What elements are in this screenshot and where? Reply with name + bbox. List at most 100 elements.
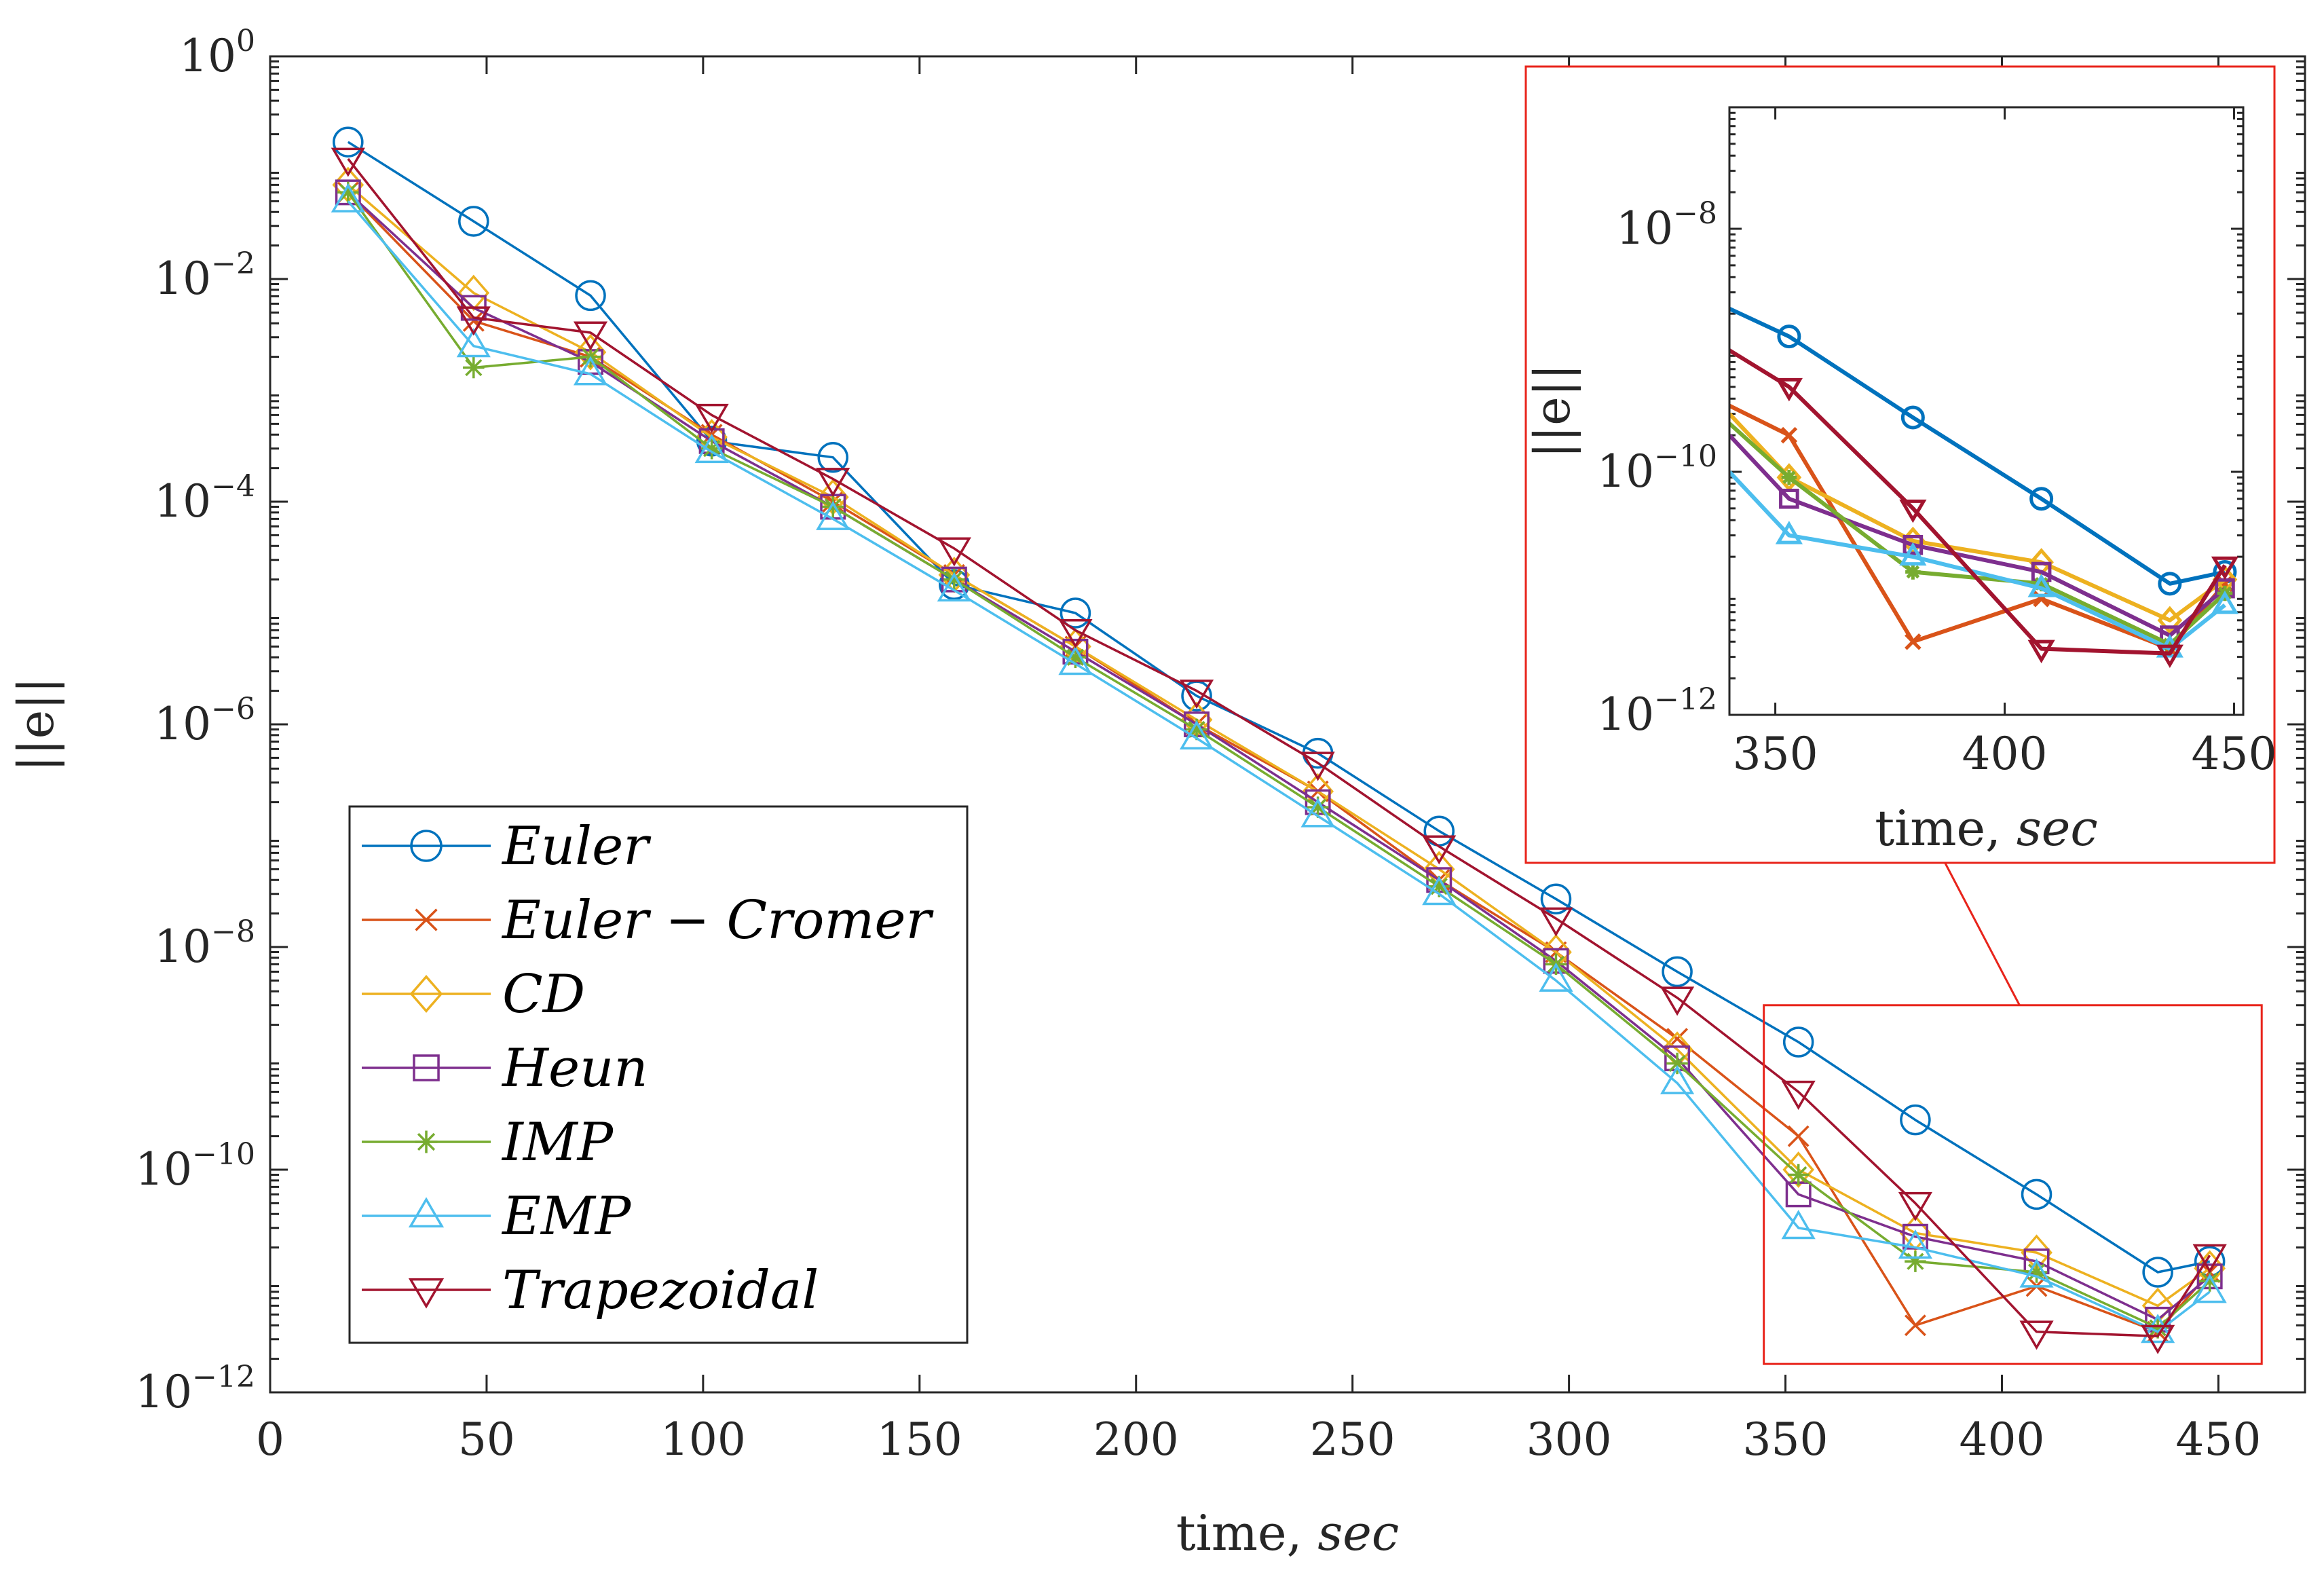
zoom-rectangle <box>1763 1004 2263 1365</box>
series-line-emp <box>347 200 2211 1333</box>
inset-data-point-euler <box>2029 487 2054 511</box>
data-point-euler <box>1662 956 1693 988</box>
main-x-tick-label: 350 <box>1743 1413 1829 1466</box>
data-point-imp <box>1666 1052 1688 1075</box>
inset-data-point-imp <box>2034 576 2049 592</box>
data-point-emp <box>816 500 850 530</box>
inset-ticks: 350 400 450 10−8 10−10 10−12 <box>1597 107 2276 780</box>
series-trapezoidal <box>331 147 2227 1354</box>
inset-series-trapezoidal <box>1729 348 2239 669</box>
main-x-tick-label: 50 <box>458 1413 515 1466</box>
inset-data-point-trapezoidal <box>2211 556 2239 580</box>
data-point-trapezoidal <box>1300 752 1335 781</box>
main-y-tick-label: 10−6 <box>154 692 255 750</box>
inset-x-tick-label: 350 <box>1733 728 1818 780</box>
main-y-tick-label: 10−12 <box>135 1360 255 1418</box>
data-point-emp <box>1781 1210 1816 1240</box>
main-x-tick-label: 300 <box>1526 1413 1612 1466</box>
inset-data-point-euler-cromer <box>1780 426 1798 444</box>
legend-entry-emp: EMP <box>362 1186 632 1247</box>
legend-entry-imp: IMP <box>362 1112 614 1173</box>
series-line-trapezoidal <box>347 157 2211 1337</box>
inset-data-point-heun <box>1903 534 1924 555</box>
inset-data-point-imp <box>1781 469 1797 485</box>
legend-marker <box>413 1054 440 1081</box>
main-y-tick-label: 100 <box>179 24 255 82</box>
main-x-tick-label: 250 <box>1310 1413 1395 1466</box>
data-point-imp <box>1428 876 1450 897</box>
inset-x-tick-label: 400 <box>1962 728 2048 780</box>
data-point-trapezoidal <box>456 306 491 336</box>
data-point-emp <box>331 183 365 212</box>
data-point-trapezoidal <box>1422 835 1457 865</box>
data-point-trapezoidal <box>1179 680 1214 709</box>
data-point-heun <box>335 179 361 206</box>
inset-series-group <box>1729 306 2239 669</box>
data-point-imp <box>337 181 359 204</box>
legend-box <box>348 805 969 1344</box>
inset-data-point-heun <box>1779 488 1799 509</box>
legend-label: Euler <box>501 816 652 877</box>
data-point-imp <box>1307 796 1329 818</box>
data-point-imp <box>1787 1164 1810 1186</box>
data-point-emp <box>1179 720 1214 749</box>
data-point-euler <box>817 441 848 473</box>
data-point-imp <box>463 356 485 379</box>
legend-marker <box>408 1197 445 1228</box>
data-point-euler <box>2142 1257 2173 1288</box>
inset-data-point-imp <box>1905 564 1921 580</box>
data-point-trapezoidal <box>331 147 365 177</box>
data-point-euler <box>1782 1026 1814 1058</box>
data-point-euler <box>2021 1179 2053 1210</box>
inset-data-point-emp <box>2211 590 2239 614</box>
legend-entry-euler: Euler <box>362 816 652 877</box>
main-y-tick-label: 10−10 <box>135 1137 255 1195</box>
inset-y-tick-label: 10−12 <box>1597 682 1717 741</box>
inset-data-point-emp <box>1899 542 1927 566</box>
data-point-euler <box>1540 883 1572 915</box>
data-point-emp <box>1898 1229 1933 1259</box>
series-emp <box>331 183 2227 1343</box>
data-point-trapezoidal <box>1898 1191 1933 1221</box>
data-point-euler <box>458 206 489 237</box>
legend-marker <box>409 975 443 1013</box>
data-point-euler <box>1900 1104 1931 1136</box>
inset-data-point-trapezoidal <box>2156 644 2184 669</box>
inset-y-tick-label: 10−10 <box>1597 439 1717 498</box>
data-point-cd <box>1782 1151 1815 1188</box>
main-x-tick-label: 400 <box>1959 1413 2044 1466</box>
main-y-tick-label: 10−8 <box>154 914 255 973</box>
legend-marker <box>415 908 438 931</box>
data-point-trapezoidal <box>2141 1324 2175 1354</box>
legend-label: IMP <box>501 1112 614 1173</box>
data-point-imp <box>2025 1261 2048 1283</box>
inset-y-tick-label: 10−8 <box>1616 196 1717 255</box>
main-y-tick-label: 10−2 <box>154 246 255 305</box>
data-point-cd <box>457 274 490 312</box>
inset-data-point-emp <box>1775 521 1803 544</box>
data-point-emp <box>2141 1314 2175 1343</box>
main-x-tick-label: 150 <box>877 1413 962 1466</box>
data-point-cd <box>574 334 607 371</box>
data-point-imp <box>2198 1270 2221 1292</box>
data-point-trapezoidal <box>2192 1244 2227 1274</box>
legend-label: Trapezoidal <box>502 1260 819 1321</box>
main-x-tick-label: 0 <box>256 1413 284 1466</box>
inset-x-tick-label: 450 <box>2191 728 2276 780</box>
data-point-emp <box>2019 1258 2054 1288</box>
data-point-imp <box>700 438 723 460</box>
data-point-euler <box>1060 597 1091 629</box>
data-point-trapezoidal <box>937 537 971 567</box>
data-point-emp <box>456 328 491 358</box>
legend-label: Heun <box>501 1038 648 1099</box>
data-point-emp <box>1539 962 1573 992</box>
data-point-emp <box>1660 1064 1695 1094</box>
inset-data-point-trapezoidal <box>1899 499 1927 523</box>
data-point-trapezoidal <box>1781 1080 1816 1110</box>
inset-data-point-cd <box>2157 606 2183 635</box>
data-point-trapezoidal <box>694 403 729 433</box>
data-point-imp <box>1064 646 1087 669</box>
main-x-tick-label: 100 <box>660 1413 746 1466</box>
inset-data-point-emp <box>2027 574 2055 597</box>
data-point-emp <box>1422 876 1457 906</box>
